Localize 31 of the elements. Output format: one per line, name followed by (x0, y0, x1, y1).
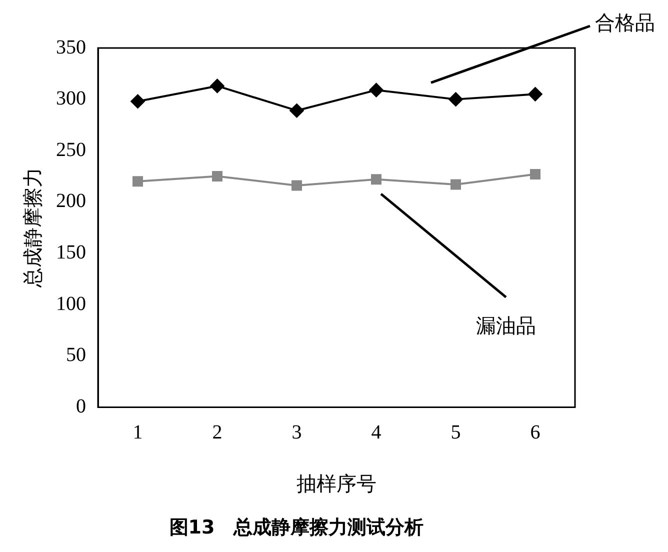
point (212, 171, 222, 182)
x-tick-label: 5 (450, 421, 461, 444)
point (292, 180, 302, 191)
text: 图13 总成静摩擦力测试分析 (169, 516, 424, 539)
x-tick-label: 1 (132, 421, 143, 444)
point (530, 168, 540, 180)
x-tick-label: 4 (371, 421, 382, 444)
point (369, 83, 384, 98)
y-tick-label: 150 (56, 242, 86, 264)
y-tick-label: 250 (56, 138, 86, 161)
y-tick-label: 0 (76, 395, 86, 418)
point (290, 104, 304, 118)
point (132, 176, 143, 187)
x-axis-title: 抽样序号 (296, 473, 376, 496)
y-tick-label: 100 (56, 292, 86, 315)
point (528, 87, 542, 102)
x-tick-label: 6 (530, 421, 540, 444)
point (130, 94, 145, 108)
y-tick-label: 200 (56, 190, 86, 212)
y-tick-label: 300 (56, 88, 86, 110)
point (210, 78, 224, 93)
x-tick-label: 2 (212, 421, 222, 444)
point (448, 92, 463, 106)
point (450, 179, 461, 190)
point (371, 174, 382, 185)
text: 漏油品 (476, 315, 536, 338)
text: 合格品 (595, 12, 655, 34)
y-tick-label: 350 (56, 36, 86, 58)
y-axis-title: 总成静摩擦力 (22, 168, 44, 289)
x-tick-label: 3 (292, 421, 302, 444)
y-tick-label: 50 (66, 344, 86, 366)
